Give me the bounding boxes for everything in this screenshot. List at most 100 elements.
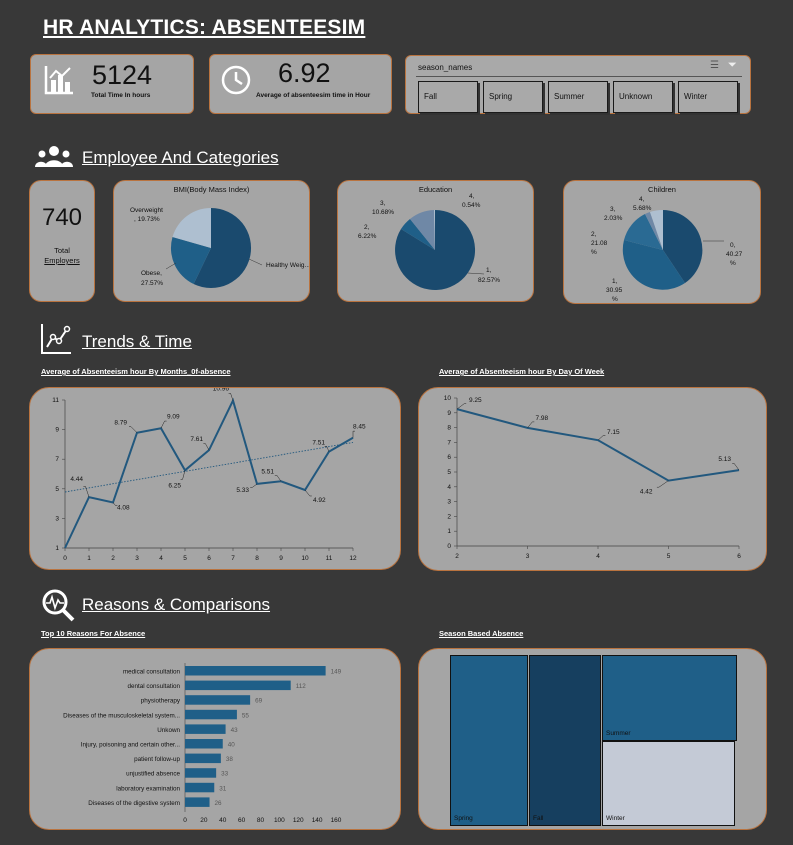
multi-select-icon[interactable]: ☰ xyxy=(710,60,719,71)
children-label-0-pct: % xyxy=(730,260,736,267)
bar-category-label: physiotherapy xyxy=(141,698,181,705)
total-employees-label-1: Total xyxy=(54,246,70,255)
children-label-1: 1, xyxy=(612,278,618,285)
pie-slice-edu-2 xyxy=(401,219,435,250)
kpi-avg-time-value: 6.92 xyxy=(278,58,331,88)
bar-category-label: Diseases of the digestive system xyxy=(88,800,180,807)
pie-slice-children-2 xyxy=(624,214,663,250)
x-tick-label: 12 xyxy=(349,555,357,562)
pie-slice-edu-3 xyxy=(410,210,435,250)
children-label-4-name: 4 xyxy=(639,196,643,203)
y-tick-label: 8 xyxy=(447,425,451,432)
bar-category-label: dental consultation xyxy=(127,683,180,690)
y-tick-label: 9 xyxy=(55,427,59,434)
children-label-2-name: 2 xyxy=(591,231,595,238)
bar-category-label: unjustified absence xyxy=(126,771,180,778)
children-pie-card: Children 4, 5.68% 3, 2.03% 2, 21.08 % 0,… xyxy=(563,180,761,304)
kpi-avg-time-card: 6.92 Average of absenteesim time in Hour xyxy=(209,54,392,114)
bar-x-tick-label: 120 xyxy=(293,817,304,824)
children-label-1-name: 1 xyxy=(612,278,616,285)
treemap-tile-winter[interactable]: Winter xyxy=(602,741,735,826)
bar-category-label: patient follow-up xyxy=(134,756,180,763)
data-label-leader xyxy=(274,475,282,482)
edu-label-4: 4, xyxy=(469,193,475,200)
bmi-pie-card: BMI(Body Mass Index) Healthy Weig... Obe… xyxy=(113,180,310,302)
section-reasons-title: Reasons & Comparisons xyxy=(82,595,271,614)
treemap-label-fall: Fall xyxy=(533,815,544,822)
data-label-leader xyxy=(112,502,118,506)
slicer-divider xyxy=(416,76,742,77)
slicer-option-winter[interactable]: Winter xyxy=(678,81,738,113)
pie-slice-children-4 xyxy=(650,209,663,250)
bar-x-tick-label: 80 xyxy=(257,817,265,824)
y-tick-label: 1 xyxy=(55,545,59,552)
children-label-0-name: 0 xyxy=(730,242,734,249)
bar-x-tick-label: 20 xyxy=(200,817,208,824)
children-label-1-pct: % xyxy=(612,296,618,303)
edu-label-2-pct: 6.22% xyxy=(358,233,377,240)
bar-category-label: Diseases of the musculoskeletal system..… xyxy=(63,712,180,719)
y-tick-label: 3 xyxy=(55,515,59,522)
x-tick-label: 5 xyxy=(183,555,187,562)
bar-1 xyxy=(185,666,326,676)
data-label: 9.09 xyxy=(167,413,180,420)
data-label-leader xyxy=(527,421,535,429)
treemap-tile-spring[interactable]: Spring xyxy=(450,655,528,826)
slicer-option-spring[interactable]: Spring xyxy=(483,81,543,113)
edu-label-3-name: 3 xyxy=(380,200,384,207)
reasons-bar-chart: medical consultation 149 dental consultati… xyxy=(63,663,342,824)
total-employees-label-2: Employers xyxy=(44,256,80,265)
pie-slice-overweight xyxy=(172,207,211,248)
y-tick-label: 11 xyxy=(52,397,59,404)
children-label-4-value: 5.68 xyxy=(633,205,646,212)
slicer-option-unknown[interactable]: Unknown xyxy=(613,81,673,113)
treemap-tile-summer[interactable]: Summer xyxy=(602,655,737,741)
children-label-2: 2, xyxy=(591,231,597,238)
total-employees-value: 740 xyxy=(41,204,83,231)
bar-value-label: 26 xyxy=(215,800,223,807)
edu-label-1-pct: 82.57% xyxy=(478,277,500,284)
kpi-total-time-label: Total Time In hours xyxy=(91,92,151,99)
bar-value-label: 40 xyxy=(228,742,236,749)
x-tick-label: 8 xyxy=(255,555,259,562)
data-label: 4.42 xyxy=(640,489,653,496)
education-pie-card: Education 4, 0.54% 3, 10.68% 2, 6.22% 1,… xyxy=(337,180,534,302)
children-pie-title: Children xyxy=(648,185,676,194)
edu-label-1: 1, xyxy=(486,267,492,274)
bar-value-label: 69 xyxy=(255,698,263,705)
data-label: 4.44 xyxy=(70,476,83,483)
bar-5 xyxy=(185,724,226,734)
bar-8 xyxy=(185,768,217,778)
data-label: 7.61 xyxy=(190,436,203,443)
y-tick-label: 7 xyxy=(447,439,451,446)
slicer-option-summer[interactable]: Summer xyxy=(548,81,608,113)
treemap-label-spring: Spring xyxy=(454,815,473,822)
edu-label-2-value: 6.22 xyxy=(358,233,371,240)
data-label-leader xyxy=(83,486,90,498)
bmi-label-overweight-pct: , 19.73% xyxy=(134,216,160,223)
bmi-label-obese: Obese, xyxy=(141,270,162,277)
x-tick-label: 0 xyxy=(63,555,67,562)
kpi-total-time-value: 5124 xyxy=(92,60,153,90)
data-label-leader xyxy=(656,480,669,488)
bar-x-tick-label: 100 xyxy=(274,817,285,824)
slicer-option-fall[interactable]: Fall xyxy=(418,81,478,113)
section-employees-title: Employee And Categories xyxy=(82,148,279,167)
reasons-bar-card: medical consultation 149 dental consultati… xyxy=(29,648,401,830)
series-line xyxy=(456,408,740,482)
treemap-label-winter: Winter xyxy=(606,815,625,822)
bmi-label-obese-pct: 27.57% xyxy=(141,280,163,287)
clear-filter-icon[interactable]: ⏷ xyxy=(728,59,737,71)
treemap-tile-fall[interactable]: Fall xyxy=(529,655,601,826)
data-label: 4.92 xyxy=(313,497,326,504)
y-tick-label: 4 xyxy=(447,484,451,491)
x-tick-label: 6 xyxy=(737,553,741,560)
bmi-label-overweight-value: 19.73 xyxy=(138,216,155,223)
treemap-label-summer: Summer xyxy=(606,730,631,737)
x-tick-label: 2 xyxy=(455,553,459,560)
bar-x-tick-label: 140 xyxy=(312,817,323,824)
x-tick-label: 4 xyxy=(159,555,163,562)
pie-slice-healthy xyxy=(193,207,252,288)
bar-value-label: 112 xyxy=(296,683,307,690)
total-employees-card: 740 Total Employers xyxy=(29,180,95,302)
